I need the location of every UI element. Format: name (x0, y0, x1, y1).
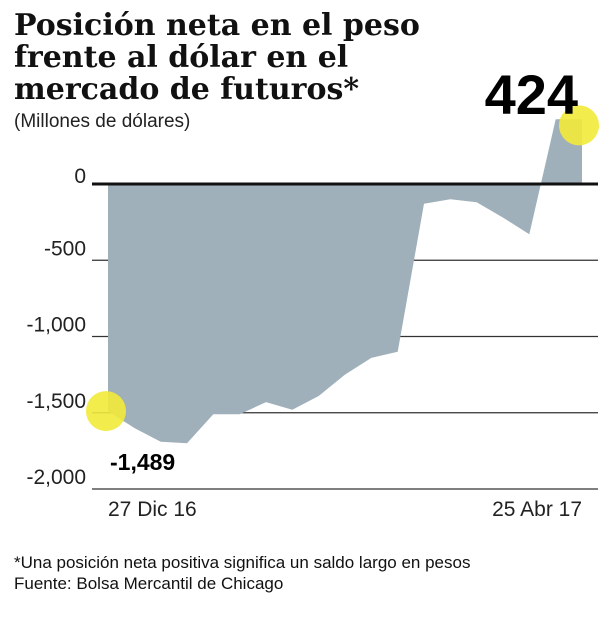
highlight-end (559, 105, 599, 146)
data-label-start: -1,489 (110, 449, 175, 475)
data-labels: 424 -1,489 (110, 63, 578, 475)
x-axis: 27 Dic 16 25 Abr 17 (108, 498, 582, 521)
y-axis: 0 -500 -1,000 -1,500 -2,000 (26, 165, 598, 489)
source: Fuente: Bolsa Mercantil de Chicago (14, 574, 284, 593)
y-tick-label: -1,000 (26, 314, 86, 337)
y-tick-label: 0 (74, 165, 86, 188)
area-series (108, 119, 582, 444)
footnote-block: *Una posición neta positiva significa un… (14, 552, 470, 594)
y-tick-label: -2,000 (26, 466, 86, 489)
y-tick-label: -500 (44, 237, 86, 260)
data-label-end: 424 (485, 63, 578, 126)
chart-subtitle: (Millones de dólares) (14, 111, 191, 132)
page-title: Posición neta en el peso frente al dólar… (14, 8, 420, 107)
chart: 0 -500 -1,000 -1,500 -2,000 27 Dic 16 25 Abr … (26, 63, 599, 521)
x-tick-label: 27 Dic 16 (108, 498, 197, 521)
highlights (86, 105, 599, 432)
y-tick-label: -1,500 (26, 390, 86, 413)
footnote: *Una posición neta positiva significa un… (14, 553, 471, 572)
highlight-start (86, 391, 126, 432)
x-tick-label: 25 Abr 17 (492, 498, 582, 521)
